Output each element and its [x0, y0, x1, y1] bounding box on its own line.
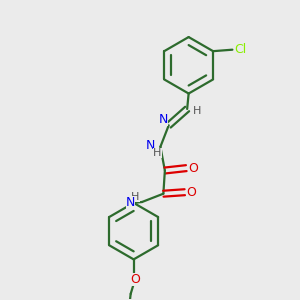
Text: N: N	[159, 113, 168, 127]
Text: H: H	[194, 106, 202, 116]
Text: O: O	[188, 162, 198, 175]
Text: O: O	[130, 273, 140, 286]
Text: H: H	[153, 148, 162, 158]
Text: H: H	[131, 192, 140, 202]
Text: Cl: Cl	[235, 43, 247, 56]
Text: N: N	[146, 139, 156, 152]
Text: O: O	[186, 186, 196, 199]
Text: N: N	[126, 196, 135, 209]
